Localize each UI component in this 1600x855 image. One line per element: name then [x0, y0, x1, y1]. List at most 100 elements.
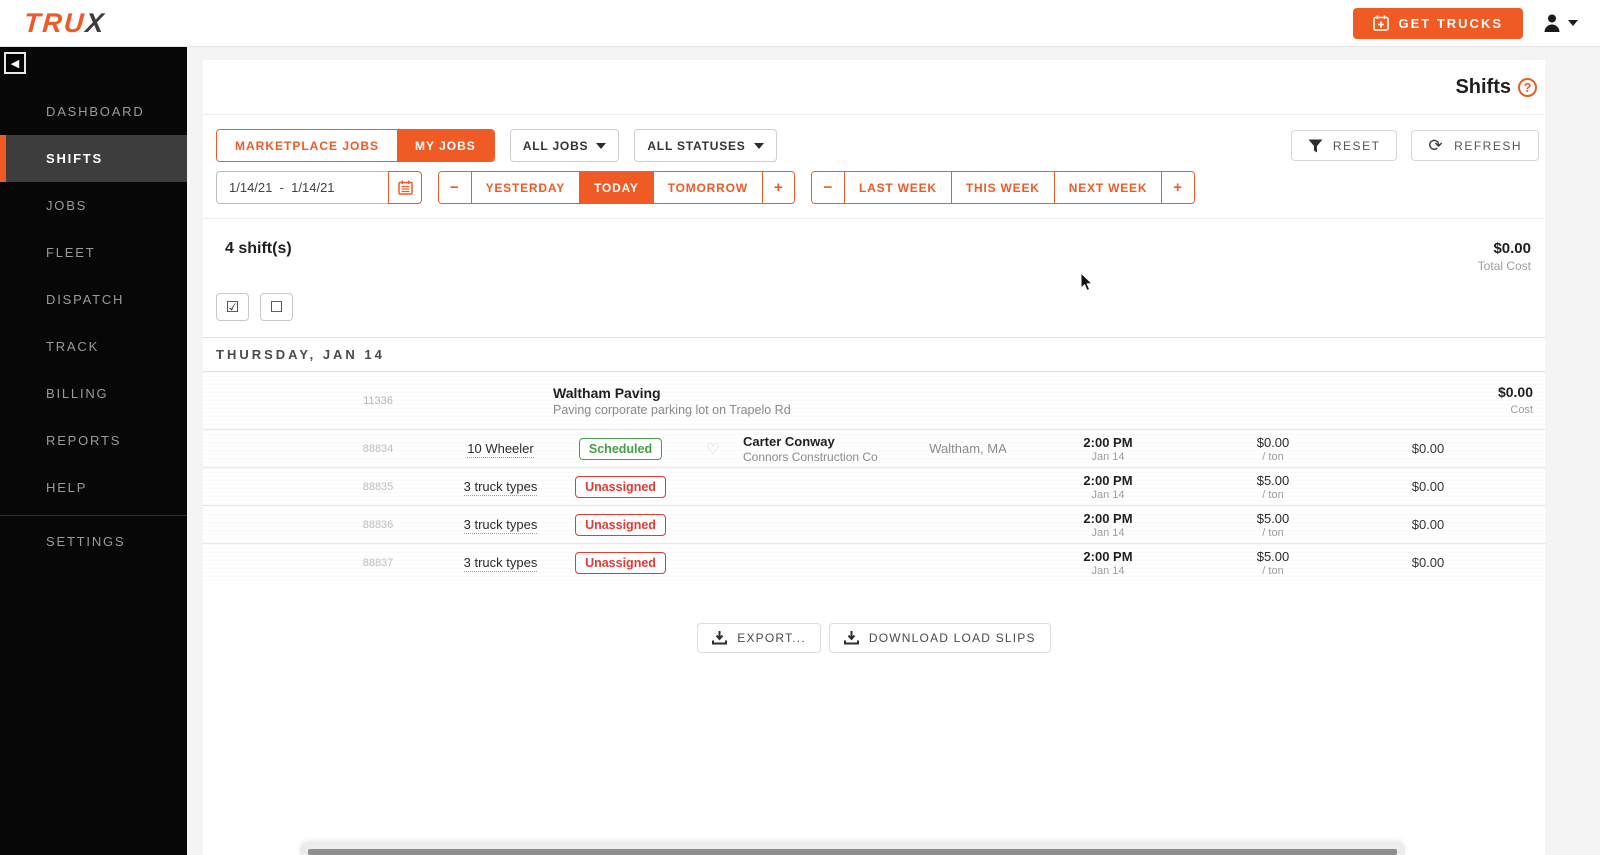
tomorrow-button[interactable]: TOMORROW	[653, 172, 763, 203]
shift-date: Jan 14	[1091, 526, 1125, 539]
all-jobs-dropdown[interactable]: ALL JOBS	[509, 129, 620, 162]
user-menu[interactable]	[1541, 12, 1578, 34]
refresh-label: REFRESH	[1454, 138, 1522, 153]
reset-button[interactable]: RESET	[1290, 130, 1398, 161]
time-cell: 2:00 PM Jan 14	[1033, 473, 1183, 501]
location: Waltham, MA	[929, 441, 1007, 456]
page-title: Shifts	[1455, 75, 1511, 98]
day-minus-button[interactable]: −	[439, 172, 472, 203]
status-badge: Unassigned	[575, 475, 666, 498]
all-statuses-dropdown[interactable]: ALL STATUSES	[634, 129, 777, 162]
marketplace-jobs-tab[interactable]: MARKETPLACE JOBS	[217, 130, 398, 161]
user-icon	[1541, 12, 1563, 34]
sidebar-item-jobs[interactable]: JOBS	[46, 198, 88, 213]
sidebar-item-settings[interactable]: SETTINGS	[46, 534, 126, 549]
today-button[interactable]: TODAY	[580, 172, 654, 203]
export-button[interactable]: EXPORT...	[697, 623, 821, 653]
refresh-icon: ⟳	[1428, 136, 1445, 155]
job-name: Waltham Paving	[553, 384, 661, 401]
deselect-all-checkbox[interactable]: ☐	[260, 293, 293, 321]
rate-unit: / ton	[1262, 564, 1284, 577]
job-header-row[interactable]: 11336 Waltham Paving Paving corporate pa…	[203, 372, 1545, 429]
this-week-button[interactable]: THIS WEEK	[951, 172, 1055, 203]
truck-type[interactable]: 3 truck types	[463, 517, 538, 534]
topbar-actions: GET TRUCKS	[1352, 7, 1578, 39]
get-trucks-label: GET TRUCKS	[1398, 15, 1503, 31]
truck-type-cell: 10 Wheeler	[443, 441, 558, 458]
top-bar: TRUX GET TRUCKS	[0, 0, 1600, 47]
truck-type[interactable]: 3 truck types	[463, 479, 538, 496]
bottom-panel-grip[interactable]	[308, 849, 1397, 855]
filter-funnel-icon	[1308, 139, 1323, 153]
truck-type[interactable]: 10 Wheeler	[467, 441, 534, 458]
driver-company: Connors Construction Co	[743, 449, 878, 464]
truck-type[interactable]: 3 truck types	[463, 555, 538, 572]
shift-id: 88836	[362, 518, 394, 531]
job-cost-label: Cost	[1510, 403, 1533, 416]
week-plus-button[interactable]: +	[1162, 172, 1194, 203]
get-trucks-button[interactable]: GET TRUCKS	[1352, 7, 1523, 39]
page-header: Shifts ?	[203, 60, 1545, 115]
shift-cost: $0.00	[1411, 441, 1445, 456]
bulk-select-row: ☑ ☐	[203, 275, 1545, 321]
driver-name: Carter Conway	[743, 433, 835, 449]
shift-cost: $0.00	[1411, 479, 1445, 494]
job-cost-value: $0.00	[1497, 383, 1533, 400]
shift-row[interactable]: 88837 3 truck types Unassigned 2:00 PM Ja…	[203, 543, 1545, 581]
footer-actions: EXPORT... DOWNLOAD LOAD SLIPS	[203, 623, 1545, 653]
day-plus-button[interactable]: +	[762, 172, 795, 203]
download-load-slips-button[interactable]: DOWNLOAD LOAD SLIPS	[828, 623, 1051, 653]
sidebar-collapse-button[interactable]: ◀	[4, 52, 26, 74]
refresh-button[interactable]: ⟳ REFRESH	[1411, 130, 1539, 161]
rate-cell: $5.00/ ton	[1183, 473, 1363, 501]
sidebar: ◀ DASHBOARD SHIFTS JOBS FLEET DISPATCH T…	[0, 47, 187, 855]
week-nav-group: − LAST WEEK THIS WEEK NEXT WEEK +	[811, 171, 1195, 204]
help-icon[interactable]: ?	[1518, 77, 1537, 97]
chevron-down-icon	[753, 142, 764, 149]
shift-row[interactable]: 88835 3 truck types Unassigned 2:00 PM Ja…	[203, 467, 1545, 505]
shift-row[interactable]: 88836 3 truck types Unassigned 2:00 PM Ja…	[203, 505, 1545, 543]
yesterday-button[interactable]: YESTERDAY	[471, 172, 581, 203]
sidebar-item-track[interactable]: TRACK	[46, 339, 100, 354]
rate-value: $0.00	[1256, 434, 1290, 450]
date-range-field	[216, 171, 422, 204]
shifts-panel: Shifts ? MARKETPLACE JOBS MY JOBS ALL JO…	[203, 60, 1545, 855]
sidebar-item-fleet[interactable]: FLEET	[46, 245, 96, 260]
calendar-button[interactable]	[388, 171, 422, 204]
my-jobs-tab[interactable]: MY JOBS	[397, 130, 494, 161]
rate-value: $5.00	[1256, 510, 1290, 526]
bottom-panel-edge	[300, 842, 1405, 855]
shift-date: Jan 14	[1091, 564, 1125, 577]
truck-type-cell: 3 truck types	[443, 517, 558, 534]
sidebar-item-shifts[interactable]: SHIFTS	[0, 135, 187, 182]
total-cost-value: $0.00	[1493, 240, 1531, 257]
job-description: Paving corporate parking lot on Trapelo …	[553, 402, 791, 417]
sidebar-item-billing[interactable]: BILLING	[46, 386, 109, 401]
sidebar-item-reports[interactable]: REPORTS	[46, 433, 122, 448]
week-minus-button[interactable]: −	[812, 172, 845, 203]
sidebar-item-dashboard[interactable]: DASHBOARD	[46, 104, 145, 119]
status-badge: Scheduled	[578, 437, 663, 460]
status-cell: Unassigned	[558, 513, 683, 536]
rate-cell: $5.00/ ton	[1183, 549, 1363, 577]
chevron-down-icon	[1568, 20, 1578, 26]
last-week-button[interactable]: LAST WEEK	[845, 172, 952, 203]
driver-cell: Carter Conway Connors Construction Co	[743, 434, 903, 464]
date-range-input[interactable]	[216, 171, 388, 204]
shift-cost: $0.00	[1411, 517, 1445, 532]
sidebar-item-help[interactable]: HELP	[46, 480, 88, 495]
day-group-header: THURSDAY, JAN 14	[203, 337, 1545, 372]
shift-count: 4 shift(s)	[225, 240, 292, 257]
shift-id: 88834	[362, 442, 394, 455]
select-all-checkbox[interactable]: ☑	[216, 293, 249, 321]
shift-row[interactable]: 88834 10 Wheeler Scheduled ♡ Carter Conw…	[203, 429, 1545, 467]
main-area: Shifts ? MARKETPLACE JOBS MY JOBS ALL JO…	[187, 47, 1600, 855]
job-cost-block: $0.00 Cost	[1498, 384, 1535, 418]
export-label: EXPORT...	[737, 631, 806, 645]
filter-row-top: MARKETPLACE JOBS MY JOBS ALL JOBS ALL ST…	[216, 129, 1539, 162]
next-week-button[interactable]: NEXT WEEK	[1054, 172, 1163, 203]
shift-time: 2:00 PM	[1083, 510, 1133, 526]
sidebar-item-dispatch[interactable]: DISPATCH	[46, 292, 125, 307]
favorite-heart-icon[interactable]: ♡	[706, 440, 720, 458]
calendar-plus-icon	[1372, 15, 1389, 31]
